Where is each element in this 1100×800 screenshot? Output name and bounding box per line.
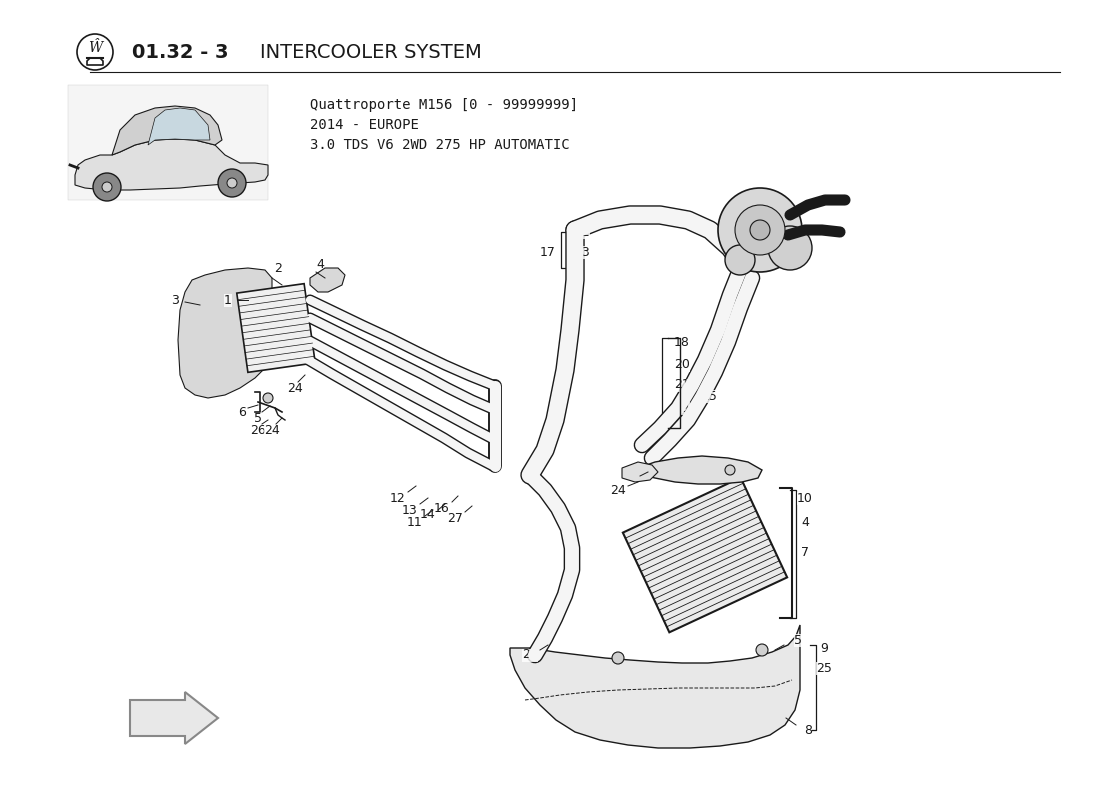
Circle shape (725, 465, 735, 475)
Text: 26: 26 (250, 423, 266, 437)
Polygon shape (148, 108, 210, 145)
Text: Ŵ: Ŵ (88, 41, 102, 55)
Text: 10: 10 (798, 491, 813, 505)
Text: 7: 7 (801, 546, 808, 558)
Text: 28: 28 (652, 462, 668, 474)
Circle shape (102, 182, 112, 192)
Circle shape (768, 226, 812, 270)
Text: 14: 14 (420, 509, 436, 522)
Circle shape (227, 178, 236, 188)
Text: 25: 25 (816, 662, 832, 674)
Text: 23: 23 (574, 246, 590, 258)
Text: 24: 24 (287, 382, 303, 394)
Text: 24: 24 (522, 649, 538, 662)
Polygon shape (75, 139, 268, 190)
Text: 12: 12 (390, 491, 406, 505)
Text: 3: 3 (172, 294, 179, 306)
Text: 16: 16 (434, 502, 450, 514)
Circle shape (218, 169, 246, 197)
Text: 17: 17 (540, 246, 556, 258)
Text: 24: 24 (610, 483, 626, 497)
Text: 2014 - EUROPE: 2014 - EUROPE (310, 118, 419, 132)
Text: Quattroporte M156 [0 - 99999999]: Quattroporte M156 [0 - 99999999] (310, 98, 578, 112)
Text: 27: 27 (447, 511, 463, 525)
Text: 19: 19 (674, 402, 690, 414)
Circle shape (725, 245, 755, 275)
Text: 13: 13 (403, 503, 418, 517)
Text: 18: 18 (674, 335, 690, 349)
Text: 6: 6 (238, 406, 246, 418)
Circle shape (750, 220, 770, 240)
Polygon shape (236, 284, 316, 372)
Polygon shape (130, 692, 218, 744)
Text: 3.0 TDS V6 2WD 275 HP AUTOMATIC: 3.0 TDS V6 2WD 275 HP AUTOMATIC (310, 138, 570, 152)
Circle shape (263, 393, 273, 403)
Text: 4: 4 (316, 258, 323, 271)
Text: INTERCOOLER SYSTEM: INTERCOOLER SYSTEM (260, 42, 482, 62)
Circle shape (94, 173, 121, 201)
Bar (68, 85, 268, 200)
Text: 01.32 - 3: 01.32 - 3 (132, 42, 235, 62)
Text: 20: 20 (674, 358, 690, 371)
Circle shape (756, 644, 768, 656)
Polygon shape (178, 268, 272, 398)
Text: 15: 15 (702, 390, 718, 402)
Text: 8: 8 (804, 723, 812, 737)
Circle shape (612, 652, 624, 664)
Text: 5: 5 (794, 634, 802, 646)
Text: 11: 11 (407, 515, 422, 529)
Polygon shape (310, 268, 345, 292)
Polygon shape (623, 478, 788, 632)
Text: 21: 21 (674, 378, 690, 391)
Text: 4: 4 (801, 515, 808, 529)
Polygon shape (510, 625, 800, 748)
Polygon shape (112, 106, 222, 155)
Text: 1: 1 (224, 294, 232, 306)
Text: 22: 22 (574, 226, 590, 238)
Text: 5: 5 (254, 411, 262, 425)
Text: 24: 24 (264, 423, 279, 437)
Polygon shape (621, 462, 658, 482)
Circle shape (77, 34, 113, 70)
Polygon shape (638, 456, 762, 484)
Circle shape (735, 205, 785, 255)
Text: 9: 9 (821, 642, 828, 654)
Text: 2: 2 (274, 262, 282, 274)
Circle shape (718, 188, 802, 272)
